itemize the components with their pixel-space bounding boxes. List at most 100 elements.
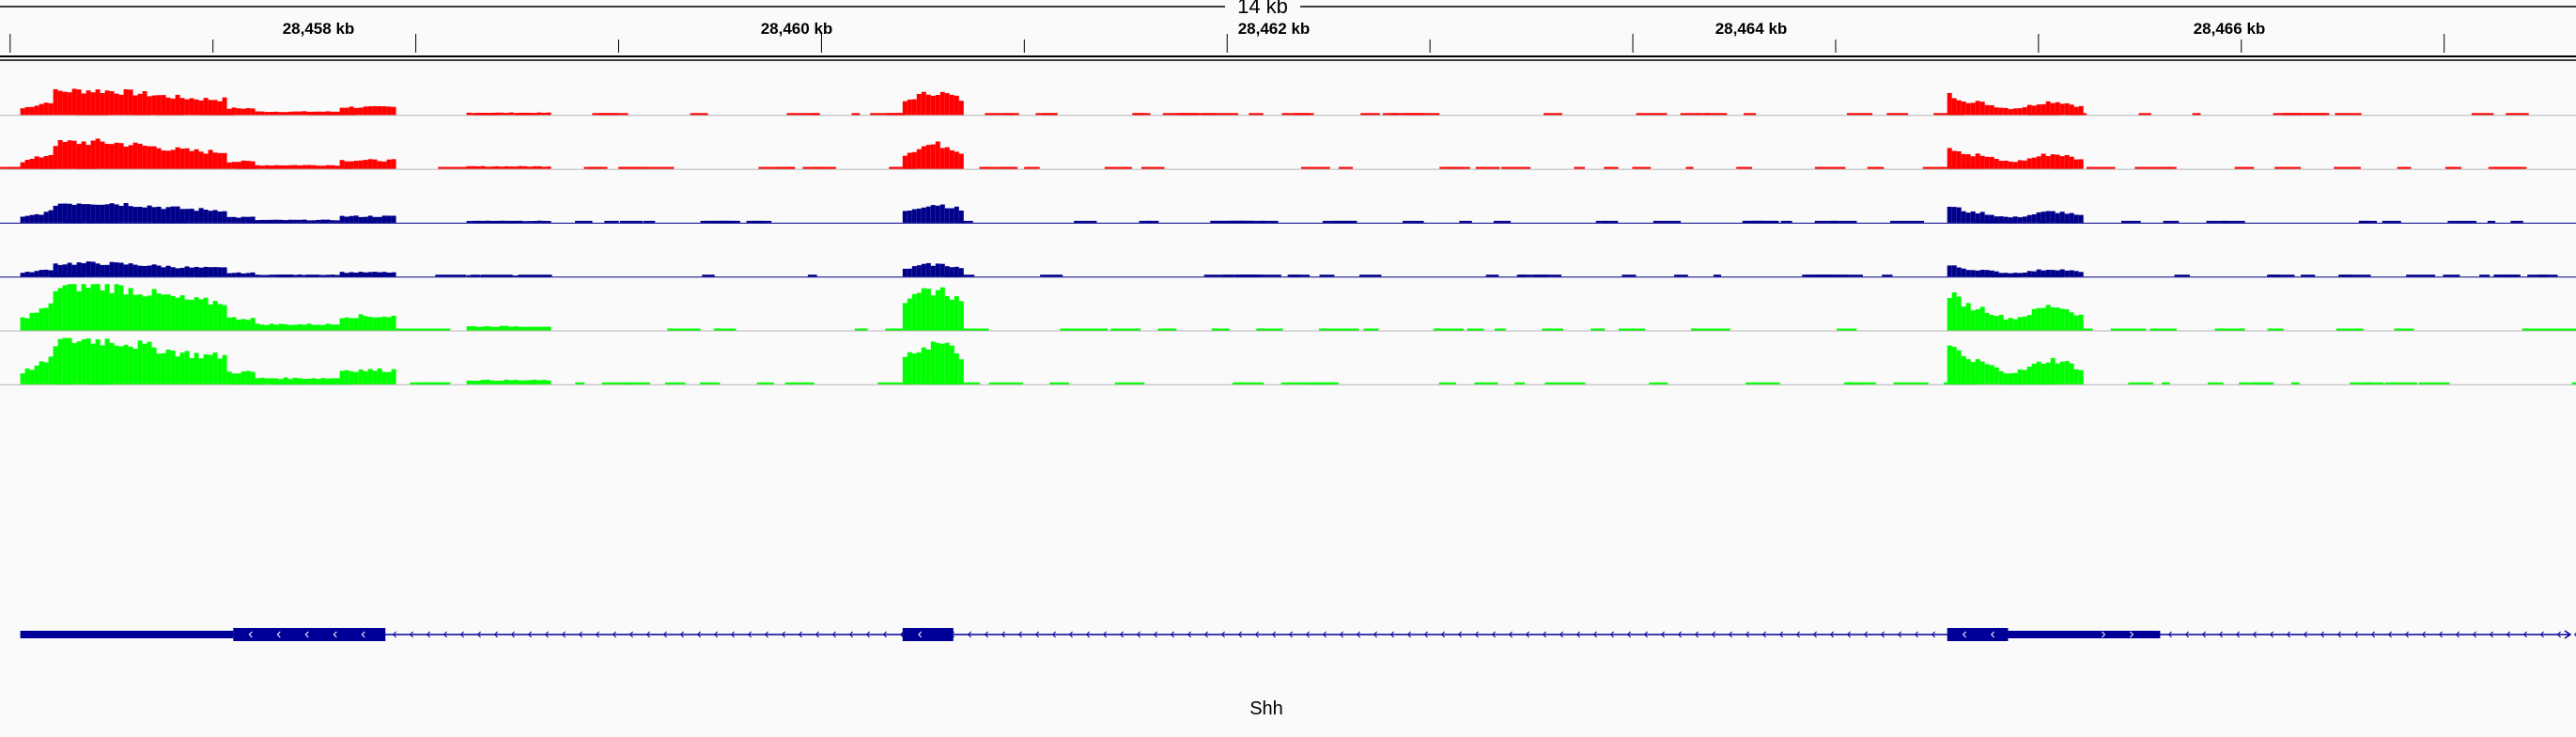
strand-arrow-icon (2117, 631, 2121, 638)
coverage-bar (194, 353, 199, 384)
coverage-bar (674, 328, 690, 331)
coverage-bar (273, 165, 279, 169)
coverage-bar (278, 165, 284, 169)
coverage-bar (518, 275, 523, 277)
coverage-bar (961, 328, 989, 331)
coverage-bar (309, 113, 343, 116)
coverage-bar (475, 220, 504, 223)
coverage-bar (367, 368, 373, 384)
strand-arrow-icon (645, 631, 650, 638)
coverage-bar (2078, 159, 2084, 169)
coverage-bar (954, 206, 959, 223)
coverage-bar (1289, 274, 1301, 277)
coverage-bar (2041, 270, 2046, 277)
coverage-bar (1975, 213, 1980, 223)
coverage-bar (349, 370, 354, 384)
coverage-bar (100, 345, 105, 384)
coverage-bar (601, 382, 632, 384)
coverage-bar (76, 341, 82, 384)
coverage-bar (813, 166, 830, 169)
coverage-bar (2069, 104, 2074, 116)
coverage-bar (100, 290, 105, 331)
coverage-bar (925, 94, 931, 116)
coverage-bar (508, 380, 514, 384)
coverage-bar (363, 370, 368, 384)
coverage-bar (123, 294, 129, 331)
coverage-bar (29, 106, 35, 116)
coverage-bar (2026, 158, 2032, 169)
coverage-bar (1970, 211, 1976, 223)
coverage-bar (954, 266, 959, 277)
coverage-bar (2045, 211, 2051, 223)
coverage-bar (532, 165, 537, 169)
coverage-bar (1281, 113, 1310, 116)
coverage-bar (985, 113, 1019, 116)
coverage-bar (471, 165, 476, 169)
coverage-bar (372, 105, 378, 116)
strand-arrow-icon (1322, 631, 1327, 638)
coverage-bar (2252, 382, 2274, 384)
coverage-bar (513, 221, 519, 223)
coverage-bar (902, 268, 908, 277)
coverage-bar (1956, 151, 1962, 169)
coverage-bar (170, 206, 176, 223)
strand-arrow-icon (865, 631, 870, 638)
coverage-bar (1319, 328, 1343, 331)
coverage-bar (109, 261, 115, 277)
coverage-bar (287, 165, 293, 169)
strand-arrow-icon (2252, 631, 2257, 638)
coverage-bar (20, 216, 25, 223)
strand-arrow-icon (679, 631, 684, 638)
coverage-bar (1965, 212, 1971, 223)
coverage-bar (2221, 220, 2245, 223)
coverage-bar (320, 111, 326, 116)
coverage-bar (198, 208, 204, 223)
chevron-right-icon (2130, 631, 2134, 638)
coverage-bar (53, 88, 58, 116)
coverage-bar (241, 273, 246, 277)
coverage-bar (231, 216, 237, 223)
coverage-bar (68, 220, 82, 223)
coverage-bar (958, 301, 964, 331)
gene-track[interactable] (20, 628, 2576, 641)
coverage-bar (1576, 382, 1586, 384)
coverage-bar (1110, 328, 1141, 331)
coverage-bar (250, 161, 256, 169)
strand-arrow-icon (730, 631, 735, 638)
coverage-bar (1965, 102, 1971, 116)
coverage-bar (414, 328, 451, 331)
exon-strand-arrow-icon (248, 631, 253, 638)
coverage-bar (1975, 153, 1980, 169)
coverage-bar (236, 272, 241, 277)
coverage-bar (513, 166, 519, 169)
coverage-bar (2012, 273, 2018, 277)
strand-arrow-icon (493, 631, 498, 638)
coverage-bar (902, 101, 908, 116)
coverage-bar (2522, 328, 2548, 331)
coverage-bar (2363, 382, 2372, 384)
coverage-bar (2036, 156, 2041, 169)
coverage-bar (958, 220, 973, 223)
coverage-bar (95, 138, 101, 169)
coverage-bar (189, 300, 194, 331)
coverage-bar (888, 382, 913, 384)
strand-arrow-icon (2032, 631, 2037, 638)
coverage-bar (1141, 166, 1165, 169)
coverage-bar (416, 382, 451, 384)
coverage-bar (381, 371, 387, 384)
coverage-bar (123, 203, 129, 223)
coverage-bar (189, 267, 194, 277)
coverage-bar (1984, 364, 1990, 384)
ruler[interactable]: 14 kb 28,458 kb 28,460 kb 28,462 kb 28,4… (0, 0, 2576, 66)
coverage-bar (508, 221, 514, 223)
coverage-bar (485, 325, 490, 331)
coverage-bar (184, 351, 190, 384)
coverage-bar (489, 380, 495, 384)
coverage-bar (114, 262, 119, 277)
coverage-bar (320, 274, 326, 277)
coverage-bar (250, 216, 256, 223)
strand-arrow-icon (984, 631, 988, 638)
coverage-bar (142, 266, 147, 277)
strand-arrow-icon (1880, 631, 1885, 638)
